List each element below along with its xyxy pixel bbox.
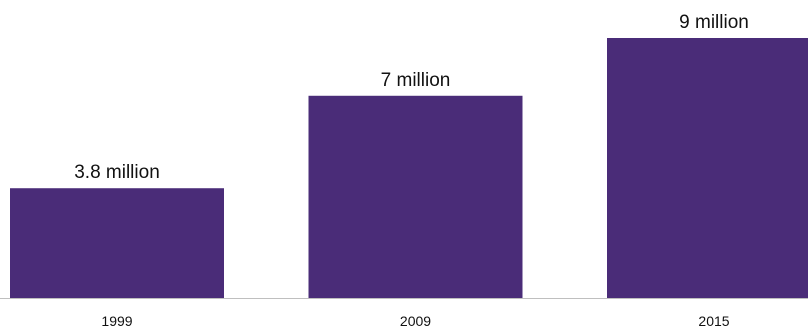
x-tick-labels-group: 1999 2009 2015 <box>101 313 729 329</box>
data-label-2015: 9 million <box>679 12 749 33</box>
x-tick-label-2015: 2015 <box>698 313 729 329</box>
data-labels-group: 3.8 million 7 million 9 million <box>74 12 749 183</box>
data-label-2009: 7 million <box>381 70 451 91</box>
bars-group <box>10 38 808 299</box>
bar-2015 <box>607 38 808 298</box>
bar-2009 <box>308 95 523 299</box>
x-tick-label-1999: 1999 <box>101 313 132 329</box>
bar-1999 <box>10 188 224 298</box>
data-label-1999: 3.8 million <box>74 162 160 183</box>
x-tick-label-2009: 2009 <box>400 313 431 329</box>
